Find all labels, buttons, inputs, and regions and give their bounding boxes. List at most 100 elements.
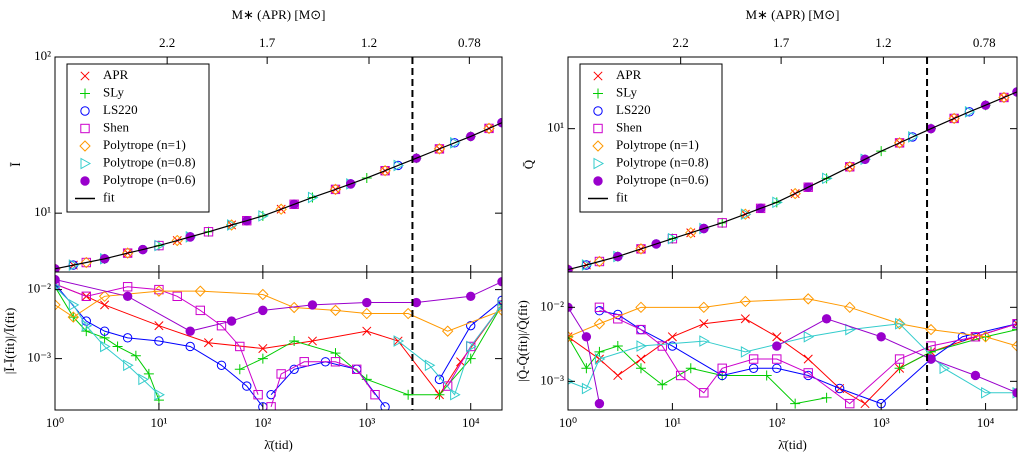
marker [258,305,268,316]
legend-label: SLy [616,84,637,99]
marker [203,227,214,237]
marker [288,301,300,314]
legend-label: APR [616,67,642,82]
marker [172,291,182,302]
marker [185,326,195,336]
marker [434,374,445,385]
marker [1012,324,1017,335]
marker [55,279,60,289]
marker [216,360,227,371]
marker [242,381,252,391]
residual-line [568,336,827,405]
marker [636,340,647,352]
marker [999,92,1009,103]
marker [266,402,276,410]
x2-tick-label: 1.2 [361,35,377,50]
marker [380,402,390,410]
marker [594,302,605,313]
marker [330,348,341,359]
marker [593,157,605,170]
marker [154,321,164,331]
marker [227,219,238,231]
marker [970,332,981,342]
marker [203,338,214,348]
marker [740,208,752,221]
marker [79,140,91,152]
residual-line [568,323,1017,394]
marker [740,314,750,324]
x-tick-label: 10³ [873,415,890,430]
marker [289,336,300,346]
legend-label: SLy [103,84,124,99]
marker [949,113,959,124]
marker [594,346,605,357]
marker [581,259,593,271]
marker [67,311,80,323]
marker [568,331,574,343]
marker [81,319,93,332]
x-tick-label: 10² [768,415,785,430]
marker [257,353,268,364]
residual-line [55,283,264,408]
residual-plot [55,274,502,410]
marker [330,184,341,195]
x2-tick-label: 2.2 [159,35,175,50]
x-tick-label: 10⁰ [559,415,577,430]
marker [98,290,111,303]
chart: 10⁰ 10¹ 10² 10³ 10⁴ 2.2 1.7 1.2 0.78 10¹ 10⁻² 10⁻³ M… [515,7,1018,452]
marker [581,332,592,342]
chart: 10⁰ 10¹ 10² 10³ 10⁴ 2.2 1.7 1.2 0.78 10¹ 10² 10⁻² 10… [2,7,503,452]
marker [657,379,668,390]
residual-line [55,286,160,401]
marker [834,383,845,394]
marker [894,354,905,364]
marker [361,307,373,320]
marker [593,71,603,81]
y-axis-label: Ī [8,162,23,167]
marker [908,131,919,143]
marker [130,350,141,361]
residual-line [599,306,1017,405]
legend-label: LS220 [103,102,138,117]
marker [657,341,667,351]
residual-line [568,298,1017,347]
y-tick-label: 10⁻² [540,298,564,313]
x-tick-label: 10⁴ [977,415,995,430]
y-tick-label: 10⁻³ [27,350,51,365]
marker [329,304,342,317]
legend-label: Shen [616,119,643,134]
x2-tick-label: 0.78 [458,35,481,50]
marker [802,293,814,305]
marker [926,354,936,364]
marker [434,144,445,154]
marker [964,105,976,118]
marker [593,88,603,99]
marker [195,305,205,316]
marker [307,300,318,310]
marker [772,363,782,374]
marker [594,256,605,267]
legend-label: Polytrope (n=1) [616,137,699,152]
marker [748,363,759,374]
marker [276,369,286,379]
marker [257,288,269,301]
marker [330,357,341,367]
legend-label: LS220 [616,102,651,117]
marker [979,331,992,343]
marker [153,285,165,297]
marker [80,71,90,81]
marker [803,354,813,364]
x2-tick-label: 1.7 [259,35,276,50]
x-axis-label: λ̄(tid) [778,437,807,452]
y-tick-label: 10⁻² [27,281,51,296]
marker [100,300,110,310]
residual-line [397,304,502,396]
marker [497,299,502,310]
top-plot [55,117,502,272]
marker [258,343,268,354]
marker [258,210,269,222]
residual-line [568,318,1017,405]
marker [717,370,727,381]
residual-line [55,279,502,332]
marker [675,370,686,381]
